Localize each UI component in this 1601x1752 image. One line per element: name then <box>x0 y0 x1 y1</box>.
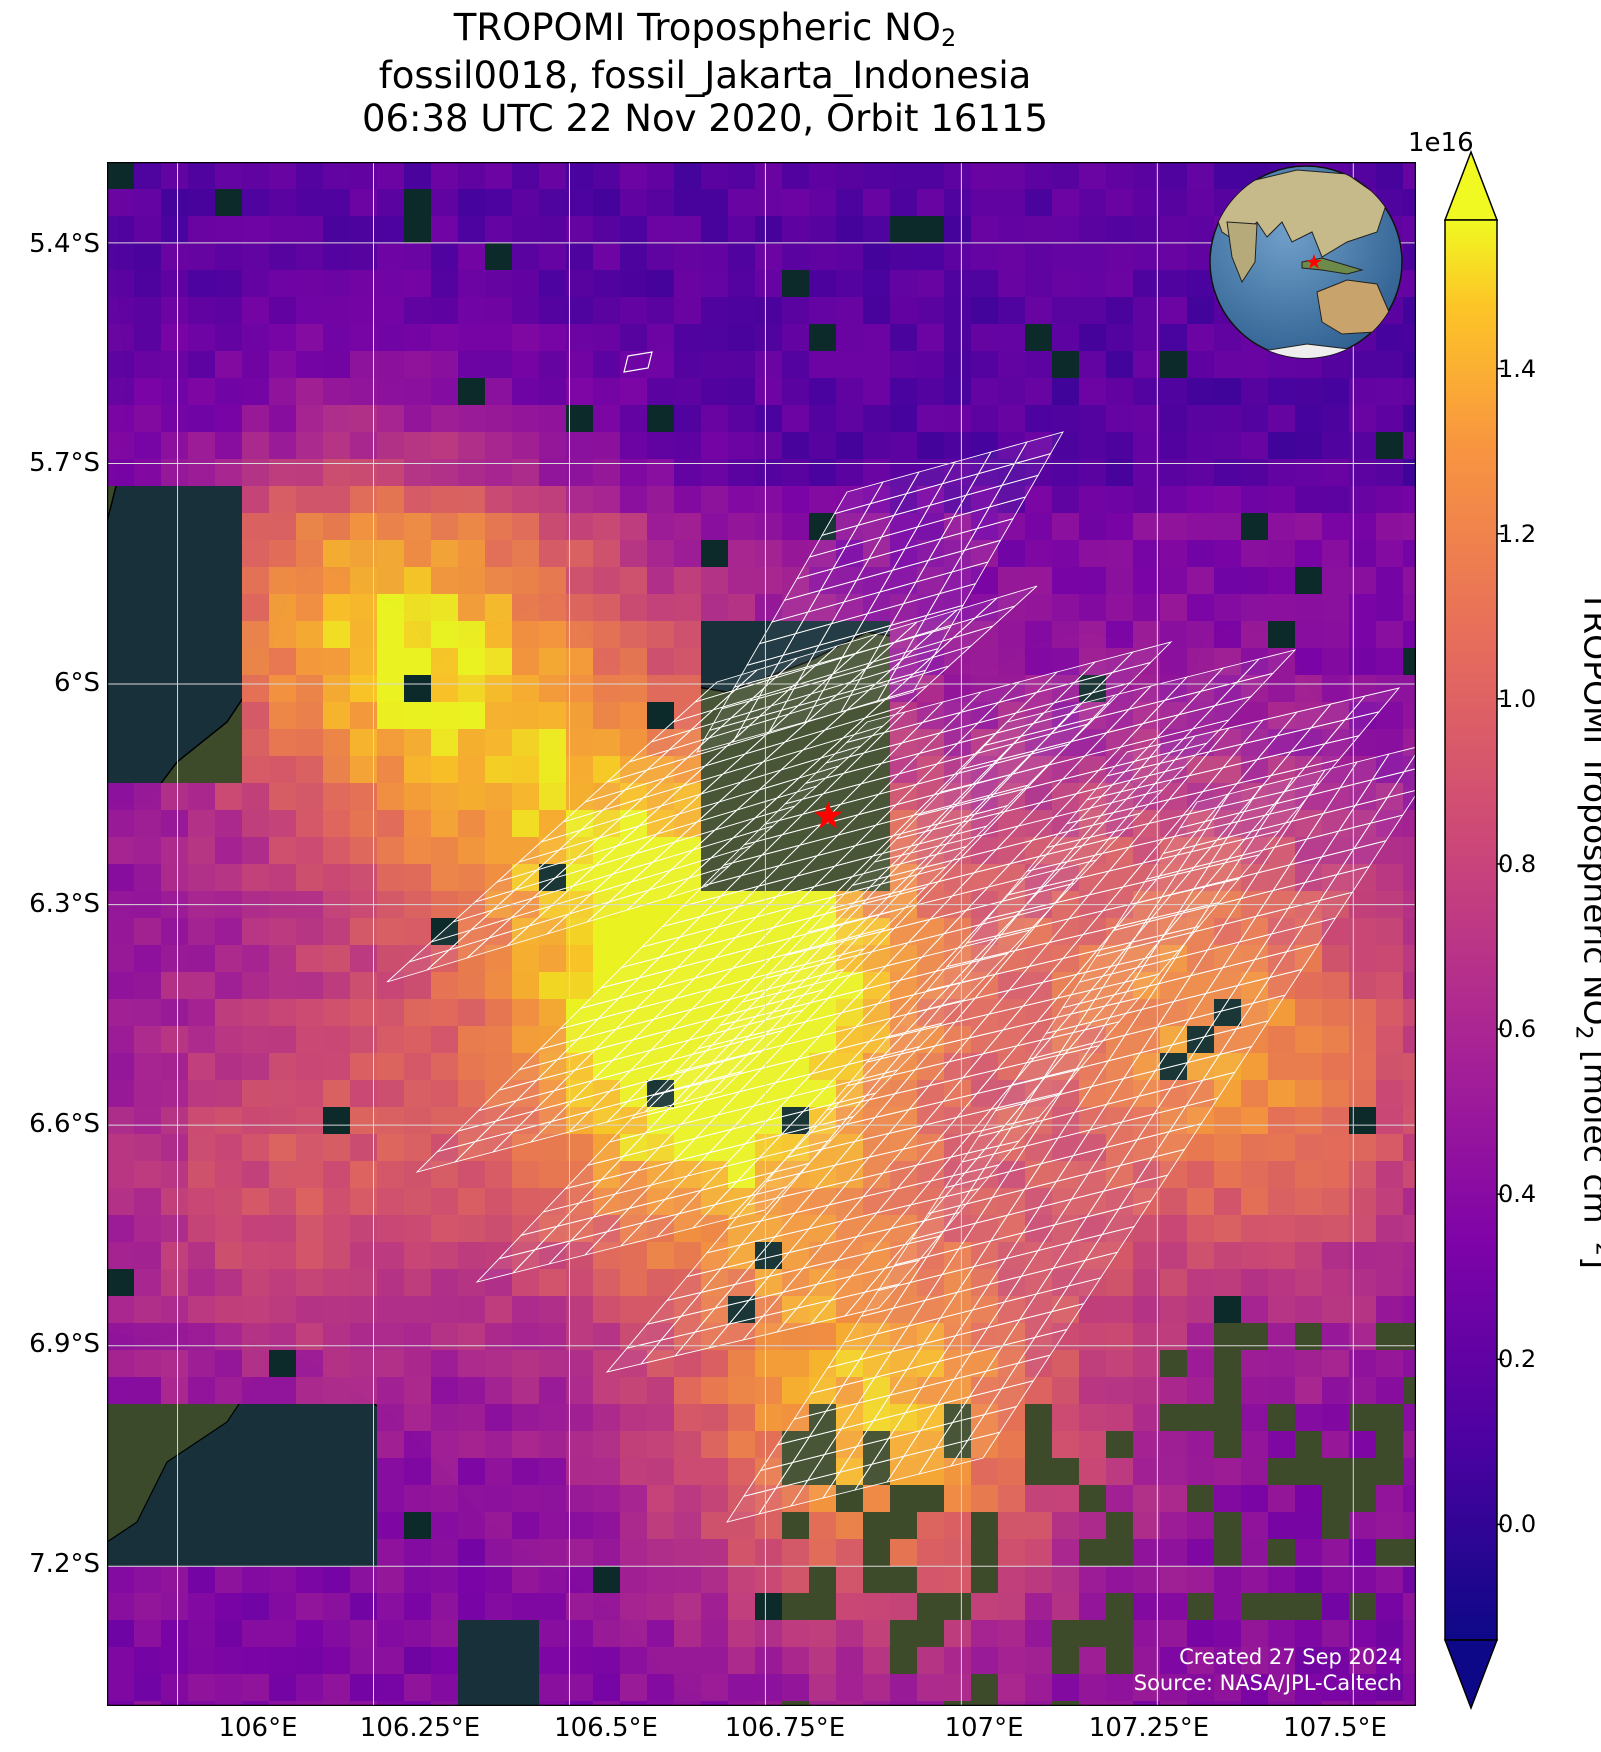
colorbar-ticks <box>1497 367 1504 1526</box>
colorbar-tick-label: 0.8 <box>1498 849 1537 878</box>
sounding-footprints <box>386 351 1416 1523</box>
colorbar-tick-label: 0.4 <box>1498 1180 1537 1209</box>
globe-land-india <box>1226 221 1258 284</box>
source-credit: Source: NASA/JPL-Caltech <box>1133 1671 1402 1695</box>
lon-tick-label: 106.5°E <box>554 1713 658 1743</box>
colorbar-label: TROPOMI Tropospheric NO2 [molec cm−2] <box>1570 591 1601 1269</box>
colorbar-tick-label: 0.6 <box>1498 1015 1537 1044</box>
title-line-2: fossil0018, fossil_Jakarta_Indonesia <box>378 54 1032 97</box>
colorbar-gradient <box>1444 219 1498 1641</box>
credits: Created 27 Sep 2024 Source: NASA/JPL-Cal… <box>1134 1644 1402 1696</box>
created-date: Created 27 Sep 2024 <box>1179 1645 1402 1669</box>
lat-tick-label: 7.2°S <box>29 1549 100 1579</box>
lon-tick-label: 107.25°E <box>1088 1713 1210 1743</box>
title-line-1: TROPOMI Tropospheric NO2 <box>453 6 957 52</box>
gridlines <box>107 162 1416 1706</box>
colorbar-tick-label: 0.0 <box>1498 1510 1537 1539</box>
colorbar-tick-label: 1.4 <box>1498 354 1537 383</box>
map-frame <box>107 162 1416 1706</box>
map-canvas <box>107 162 1416 1706</box>
lon-tick-label: 106.75°E <box>724 1713 846 1743</box>
lat-tick-label: 5.7°S <box>29 448 100 478</box>
map-panel: Created 27 Sep 2024 Source: NASA/JPL-Cal… <box>107 162 1416 1706</box>
lat-tick-label: 5.4°S <box>29 229 100 259</box>
lat-tick-label: 6.9°S <box>29 1329 100 1359</box>
star-icon <box>813 801 843 829</box>
lat-tick-label: 6°S <box>53 668 100 698</box>
lon-tick-label: 106.25°E <box>359 1713 481 1743</box>
lon-tick-label: 107.5°E <box>1283 1713 1387 1743</box>
lon-tick-label: 107°E <box>944 1713 1024 1743</box>
colorbar-exponent: 1e16 <box>1408 128 1474 158</box>
colorbar-bottom-extend <box>1443 1639 1499 1710</box>
colorbar-top-extend <box>1443 150 1499 221</box>
colorbar <box>1443 150 1504 1710</box>
chart-title: TROPOMI Tropospheric NO2 fossil0018, fos… <box>0 6 1410 140</box>
lat-tick-label: 6.3°S <box>29 889 100 919</box>
colorbar-tick-label: 0.2 <box>1498 1345 1537 1374</box>
colorbar-tick-label: 1.0 <box>1498 684 1537 713</box>
star-icon <box>1306 254 1322 269</box>
colorbar-tick-label: 1.2 <box>1498 519 1537 548</box>
target-marker <box>813 801 843 829</box>
title-line-3: 06:38 UTC 22 Nov 2020, Orbit 16115 <box>361 97 1049 140</box>
lat-tick-label: 6.6°S <box>29 1109 100 1139</box>
lon-tick-label: 106°E <box>218 1713 298 1743</box>
